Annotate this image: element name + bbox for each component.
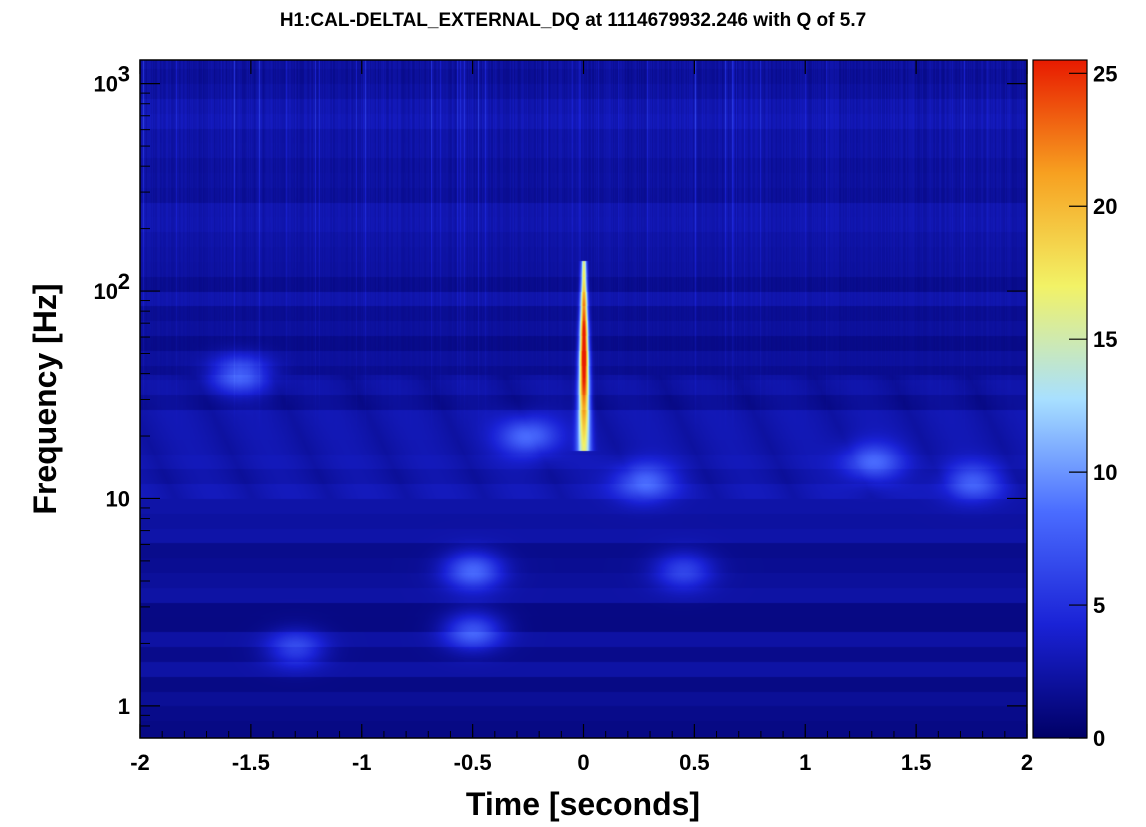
colorbar-tick-label: 15 bbox=[1093, 327, 1117, 352]
x-tick-label: 0.5 bbox=[679, 750, 710, 775]
colorbar-axis: 0 5 10 15 20 25 bbox=[1069, 61, 1117, 751]
x-axis-title: Time [seconds] bbox=[466, 786, 700, 822]
x-tick-label: 2 bbox=[1021, 750, 1033, 775]
y-tick-label: 10 bbox=[94, 279, 118, 304]
colorbar-tick-label: 0 bbox=[1093, 726, 1105, 751]
colorbar-tick-label: 20 bbox=[1093, 194, 1117, 219]
colorbar-tick-label: 25 bbox=[1093, 61, 1117, 86]
y-tick-exponent: 3 bbox=[118, 62, 130, 87]
chart-title: H1:CAL-DELTAL_EXTERNAL_DQ at 1114679932.… bbox=[279, 10, 867, 31]
x-tick-label: -1 bbox=[352, 750, 372, 775]
colorbar-tick-label: 10 bbox=[1093, 460, 1117, 485]
y-tick-exponent: 2 bbox=[118, 269, 130, 294]
x-tick-label: 1 bbox=[799, 750, 811, 775]
x-tick-label: 1.5 bbox=[901, 750, 932, 775]
y-tick-label: 10 bbox=[94, 72, 118, 97]
x-axis: -2 -1.5 -1 -0.5 0 0.5 1 1.5 2 bbox=[130, 60, 1033, 775]
y-tick-label: 1 bbox=[118, 694, 130, 719]
y-tick-label: 10 bbox=[106, 486, 130, 511]
x-tick-label: -1.5 bbox=[232, 750, 270, 775]
x-tick-label: -0.5 bbox=[454, 750, 492, 775]
x-tick-label: 0 bbox=[577, 750, 589, 775]
y-axis-title: Frequency [Hz] bbox=[27, 283, 63, 514]
colorbar bbox=[1032, 59, 1088, 739]
spectrogram-heatmap bbox=[140, 60, 1027, 738]
x-tick-label: -2 bbox=[130, 750, 150, 775]
colorbar-tick-label: 5 bbox=[1093, 593, 1105, 618]
